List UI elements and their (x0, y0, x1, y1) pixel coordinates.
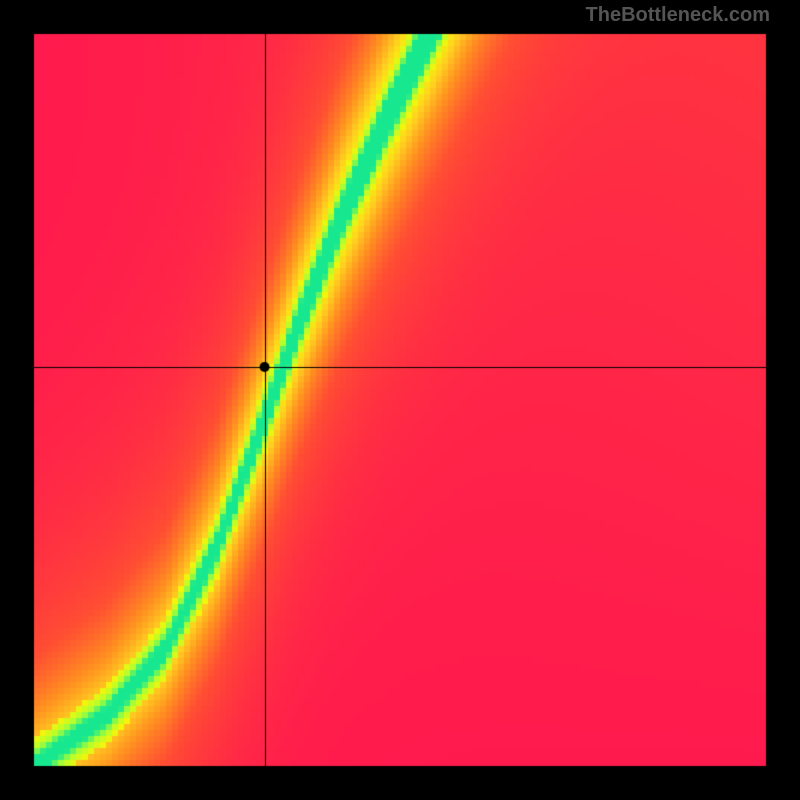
watermark-text: TheBottleneck.com (586, 4, 770, 27)
heatmap-canvas (0, 0, 800, 800)
chart-container: TheBottleneck.com (0, 0, 800, 800)
